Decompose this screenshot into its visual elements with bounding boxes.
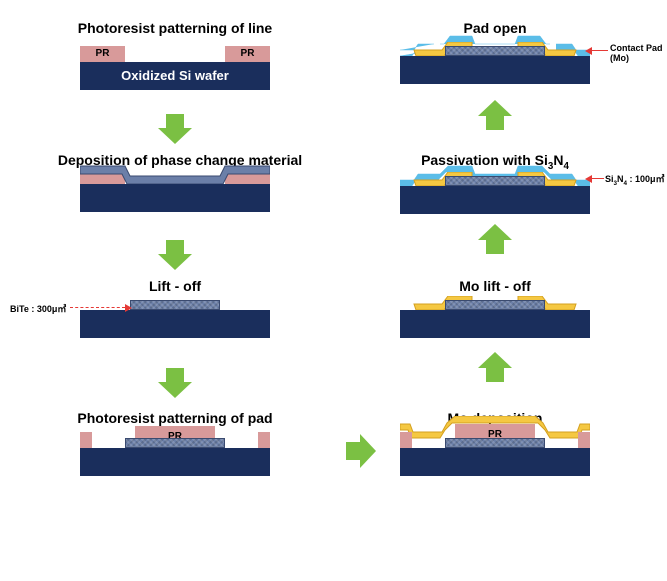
step7-diagram [400,170,590,216]
arrow-5-6 [478,352,512,368]
step3-title: Lift - off [80,278,270,294]
step1-diagram: PR PR Oxidized Si wafer [80,40,270,90]
step6-title: Mo lift - off [400,278,590,294]
arrow-1-2 [158,128,192,144]
pcm [125,438,225,448]
pr-left [80,432,92,448]
pr-left: PR [80,46,125,62]
bite-annot: BiTe : 300μ㎥ [10,302,66,315]
step3-diagram [80,298,270,338]
pcm [445,46,545,56]
wafer [400,56,590,84]
step5-diagram: PR [400,426,590,478]
bite-arrowhead [125,304,132,312]
pr-right [578,432,590,448]
pr-left [400,432,412,448]
step4-title: Photoresist patterning of pad [60,410,290,426]
pcm [445,300,545,310]
wafer [400,310,590,338]
sin-arrow [592,178,604,179]
arrow-4-5 [360,434,376,468]
arrow-6-7 [478,224,512,240]
pcm-layer [80,164,270,186]
sin-annot: Si3N4 : 100μ㎥ [605,172,665,187]
contact-annot: Contact Pad(Mo) [610,44,663,64]
wafer-label: Oxidized Si wafer [121,68,229,83]
step1-title: Photoresist patterning of line [70,20,280,36]
wafer [80,448,270,476]
step6-diagram [400,296,590,340]
wafer: Oxidized Si wafer [80,62,270,90]
arrow-2-3 [158,254,192,270]
pcm [130,300,220,310]
pr-label-r: PR [241,48,255,59]
step2-diagram [80,172,270,212]
wafer [80,310,270,338]
contact-arrowhead [585,47,592,55]
arrow-3-4 [158,382,192,398]
contact-arrow [592,50,608,51]
wafer [400,186,590,214]
bite-arrow [70,307,125,308]
pr-right [258,432,270,448]
step4-diagram: PR [80,428,270,476]
wafer [400,448,590,476]
pcm [445,176,545,186]
pr-label-l: PR [96,48,110,59]
arrow-7-8 [478,100,512,116]
step8-diagram [400,38,590,88]
pcm [445,438,545,448]
sin-arrowhead [585,175,592,183]
pr-right: PR [225,46,270,62]
wafer [80,184,270,212]
